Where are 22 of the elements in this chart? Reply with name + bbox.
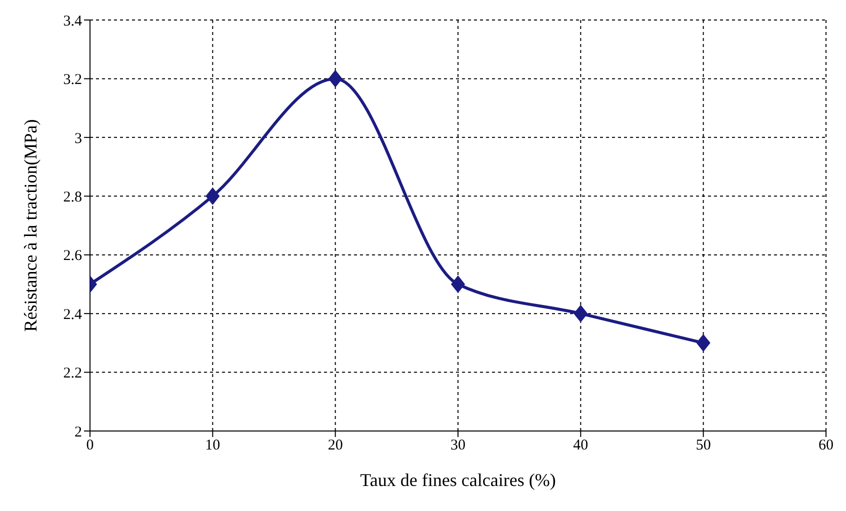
x-tick-label: 40 xyxy=(573,438,588,454)
x-tick-label: 20 xyxy=(328,438,343,454)
point xyxy=(206,188,220,205)
point xyxy=(451,276,465,293)
point xyxy=(574,305,588,322)
x-tick-label: 50 xyxy=(696,438,711,454)
y-tick-label: 2.8 xyxy=(63,189,82,206)
y-tick-label: 2.4 xyxy=(63,306,82,323)
x-axis-title: Taux de fines calcaires (%) xyxy=(360,470,556,490)
y-tick-label: 2.6 xyxy=(63,248,82,264)
y-axis-title: Résistance à la traction(MPa) xyxy=(20,119,40,332)
y-tick-label: 2.2 xyxy=(63,366,82,382)
x-tick-label: 60 xyxy=(818,438,834,454)
point xyxy=(696,334,710,352)
y-tick-label: 3 xyxy=(74,130,82,147)
y-tick-label: 2 xyxy=(74,424,82,440)
y-tick-label: 3.4 xyxy=(63,13,82,30)
x-tick-label: 10 xyxy=(205,438,220,454)
x-tick-label: 30 xyxy=(450,438,466,454)
x-tick-label: 0 xyxy=(86,438,94,454)
point xyxy=(328,70,342,88)
y-tick-label: 3.2 xyxy=(63,72,82,88)
